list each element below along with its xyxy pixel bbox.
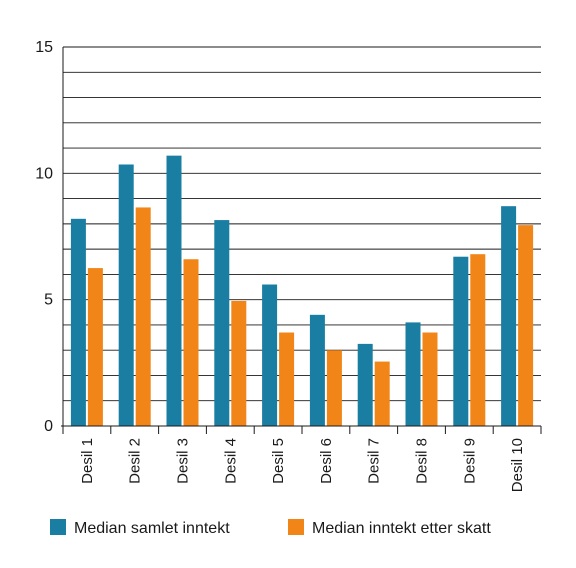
x-axis-ticks: Desil 1 Desil 2 Desil 3 Desil 4 Desil 5 Desil… — [62, 426, 542, 492]
bar-samlet-3 — [166, 155, 182, 426]
legend: Median samlet inntekt Median inntekt ette… — [50, 519, 491, 537]
x-tick-label: Desil 4 — [222, 438, 239, 484]
x-tick-label: Desil 10 — [509, 438, 526, 492]
y-tick-label: 5 — [44, 292, 53, 309]
bar-etter-skatt-7 — [374, 361, 390, 426]
legend-swatch — [288, 519, 304, 535]
bar-etter-skatt-2 — [135, 207, 151, 426]
x-tick-label: Desil 8 — [414, 438, 431, 484]
bar-etter-skatt-3 — [183, 259, 199, 426]
x-tick-label: Desil 7 — [366, 438, 383, 484]
x-tick-label: Desil 3 — [175, 438, 192, 484]
x-tick-label: Desil 5 — [270, 438, 287, 484]
x-tick-label: Desil 9 — [461, 438, 478, 484]
bar-samlet-4 — [214, 220, 230, 426]
bar-etter-skatt-10 — [518, 225, 534, 426]
legend-label: Median samlet inntekt — [74, 520, 230, 537]
y-tick-label: 10 — [35, 165, 53, 182]
x-tick-label: Desil 6 — [318, 438, 335, 484]
bar-etter-skatt-6 — [326, 350, 342, 426]
x-tick-label: Desil 2 — [127, 438, 144, 484]
bar-samlet-5 — [262, 284, 278, 426]
bars — [70, 155, 534, 427]
bar-etter-skatt-8 — [422, 332, 438, 426]
bar-samlet-6 — [309, 314, 325, 426]
bar-samlet-1 — [70, 218, 86, 426]
bar-etter-skatt-9 — [470, 254, 486, 426]
bar-samlet-2 — [118, 164, 134, 427]
bar-samlet-10 — [501, 206, 517, 426]
x-tick-label: Desil 1 — [79, 438, 96, 484]
bar-samlet-8 — [405, 322, 421, 426]
legend-swatch — [50, 519, 66, 535]
legend-label: Median inntekt etter skatt — [312, 520, 491, 537]
axes — [61, 47, 541, 434]
bar-etter-skatt-4 — [231, 300, 247, 426]
bar-samlet-7 — [357, 343, 373, 426]
y-tick-label: 15 — [35, 39, 53, 56]
gridlines — [63, 46, 541, 402]
bar-samlet-9 — [453, 256, 469, 426]
bar-etter-skatt-5 — [279, 332, 295, 426]
y-axis-ticks: 0 5 10 15 — [35, 39, 53, 435]
y-tick-label: 0 — [44, 418, 53, 435]
bar-etter-skatt-1 — [87, 268, 103, 426]
